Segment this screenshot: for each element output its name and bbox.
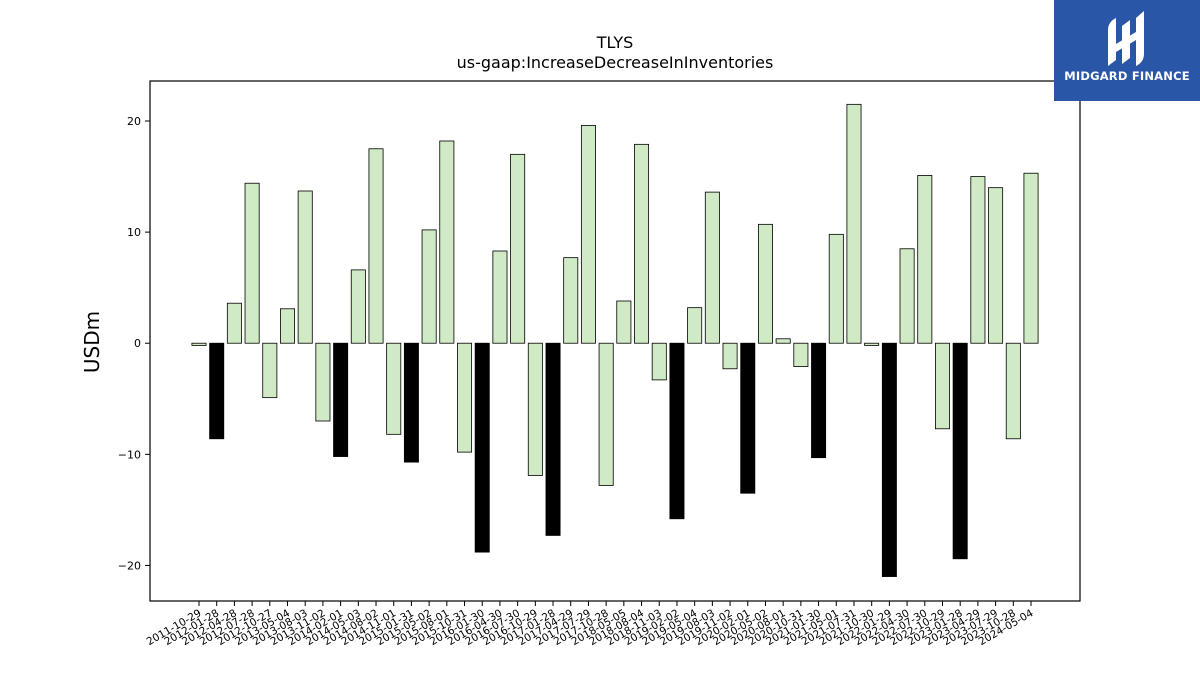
bar bbox=[775, 338, 791, 344]
bar bbox=[846, 103, 862, 344]
bar bbox=[350, 269, 366, 344]
bar bbox=[244, 182, 260, 344]
bar bbox=[952, 342, 968, 560]
bar bbox=[226, 302, 242, 344]
bar bbox=[297, 190, 313, 344]
midgard-logo-icon bbox=[1108, 11, 1144, 66]
bar bbox=[1023, 172, 1039, 344]
bar bbox=[510, 153, 526, 344]
chart-subtitle: us-gaap:IncreaseDecreaseInInventories bbox=[457, 53, 774, 72]
plot-frame bbox=[149, 80, 1081, 602]
bar bbox=[899, 248, 915, 344]
chart-title: TLYS bbox=[596, 33, 634, 52]
y-axis-label: USDm bbox=[80, 311, 104, 373]
bar bbox=[651, 342, 667, 381]
bar bbox=[315, 342, 331, 422]
bar bbox=[527, 342, 543, 476]
bar bbox=[209, 342, 225, 440]
bar bbox=[757, 223, 773, 344]
bar bbox=[457, 342, 473, 453]
bar bbox=[811, 342, 827, 459]
bar bbox=[881, 342, 897, 577]
bar bbox=[403, 342, 419, 463]
bar bbox=[421, 229, 437, 344]
bar bbox=[333, 342, 349, 457]
bar bbox=[474, 342, 490, 553]
y-tick-label: 20 bbox=[127, 115, 141, 128]
bar bbox=[917, 175, 933, 344]
y-tick-label: −20 bbox=[118, 559, 141, 572]
bar bbox=[687, 307, 703, 344]
bar bbox=[368, 148, 384, 344]
bar bbox=[280, 308, 295, 344]
bar bbox=[386, 342, 402, 435]
bar bbox=[740, 342, 756, 494]
y-tick-label: 10 bbox=[127, 226, 141, 239]
bars-group bbox=[191, 103, 1039, 577]
bar bbox=[580, 125, 596, 344]
brand-name: MIDGARD FINANCE bbox=[1064, 69, 1190, 83]
bar bbox=[439, 140, 455, 344]
bar bbox=[669, 342, 685, 520]
bar bbox=[704, 191, 720, 344]
bar bbox=[988, 187, 1004, 344]
bar bbox=[722, 342, 738, 370]
y-axis-ticks: −20 −10 0 10 20 bbox=[118, 115, 150, 572]
x-axis-ticks: 2011-10-292012-01-282012-04-282012-07-28… bbox=[145, 601, 1036, 648]
bar bbox=[793, 342, 809, 367]
bar bbox=[616, 300, 632, 344]
bar bbox=[864, 342, 880, 346]
brand-logo: MIDGARD FINANCE bbox=[1054, 0, 1200, 101]
bar bbox=[191, 342, 207, 346]
bar bbox=[828, 233, 844, 344]
bar bbox=[970, 176, 986, 344]
bar bbox=[935, 342, 950, 430]
y-tick-label: 0 bbox=[134, 337, 141, 350]
bar bbox=[598, 342, 614, 486]
bar bbox=[545, 342, 561, 536]
bar bbox=[634, 143, 650, 344]
bar bbox=[1005, 342, 1021, 440]
y-tick-label: −10 bbox=[118, 448, 141, 461]
bar bbox=[492, 250, 508, 344]
bar bbox=[262, 342, 278, 399]
bar bbox=[563, 257, 579, 344]
